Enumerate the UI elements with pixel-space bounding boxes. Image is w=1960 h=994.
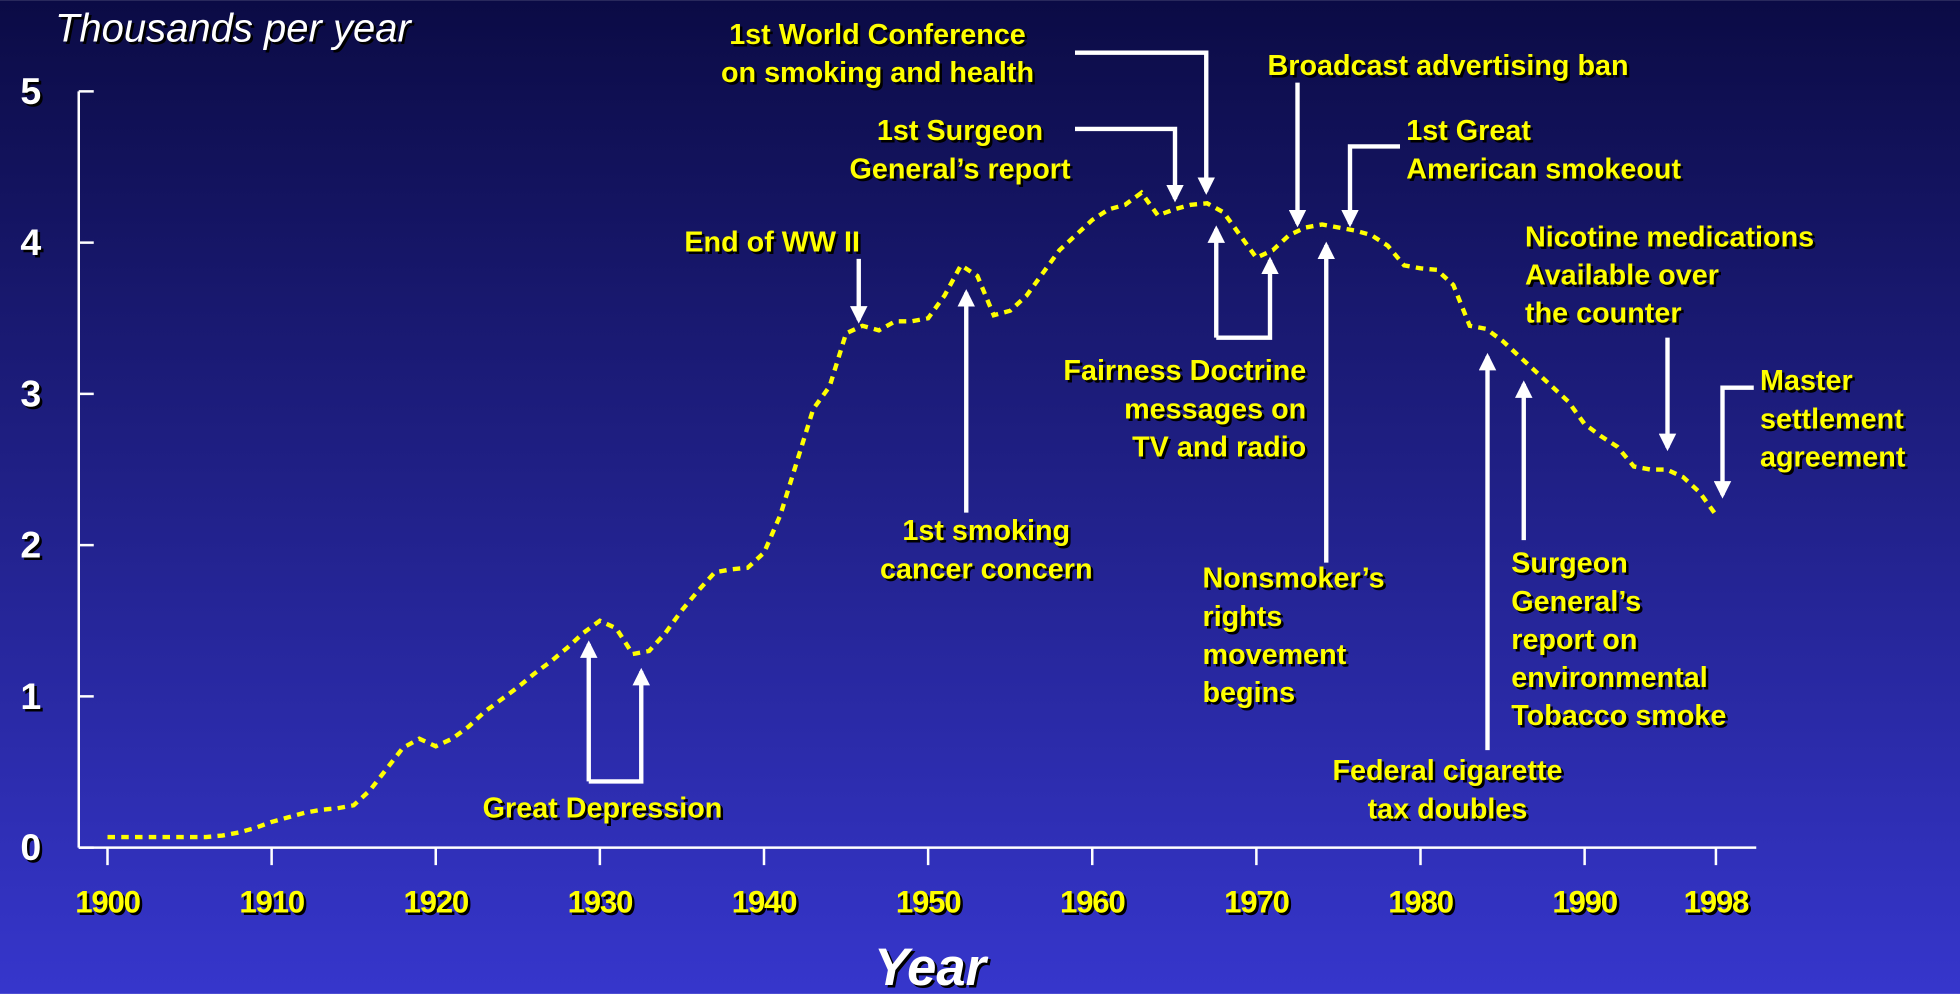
annotation-text: Surgeon: [1511, 548, 1628, 580]
y-axis-title: Thousands per year: [55, 6, 412, 50]
y-tick-label: 5: [20, 70, 41, 112]
x-tick-label: 1900: [75, 885, 140, 920]
x-tick-label: 1998: [1684, 885, 1749, 920]
annotation-text: Master: [1760, 365, 1853, 397]
x-tick-label: 1910: [239, 885, 304, 920]
y-tick-label: 3: [20, 372, 41, 414]
annotation-text: begins: [1203, 677, 1296, 709]
y-tick-label: 4: [20, 221, 41, 263]
data-line: [107, 189, 1718, 840]
annotation-text: agreement: [1760, 441, 1906, 473]
x-tick-label: 1950: [896, 885, 961, 920]
x-tick-label: 1990: [1552, 885, 1617, 920]
annotation-text: movement: [1203, 639, 1347, 671]
x-tick-label: 1980: [1388, 885, 1453, 920]
annotation-text: Available over: [1525, 260, 1719, 292]
x-tick-label: 1920: [403, 885, 468, 920]
annotation-arrow: [1216, 256, 1279, 340]
annotation-text: Fairness Doctrine: [1063, 355, 1306, 387]
x-tick-label: 1960: [1060, 885, 1125, 920]
annotation-text: report on: [1511, 624, 1637, 656]
annotation-text: cancer concern: [880, 553, 1093, 585]
annotation-text: rights: [1203, 601, 1283, 633]
y-tick-label: 0: [20, 826, 41, 868]
annotation-text: TV and radio: [1132, 431, 1306, 463]
annotation-text: Broadcast advertising ban: [1268, 50, 1629, 82]
y-tick-label: 2: [20, 524, 41, 566]
annotation-arrow: [588, 667, 650, 784]
annotation-text: Great Depression: [483, 793, 723, 825]
annotation-arrow: [1075, 50, 1215, 195]
x-tick-label: 1970: [1224, 885, 1289, 920]
annotation-text: messages on: [1124, 393, 1306, 425]
annotation-text: Tobacco smoke: [1511, 700, 1726, 732]
annotation-text: General’s: [1511, 586, 1641, 618]
annotation-text: 1st Great: [1406, 115, 1531, 147]
annotation-text: 1st Surgeon: [877, 115, 1043, 147]
annotation-text: 1st smoking: [902, 515, 1070, 547]
annotation-arrow: [1341, 144, 1400, 228]
annotation-text: Nicotine medications: [1525, 221, 1814, 253]
annotation-text: Nonsmoker’s: [1203, 563, 1385, 595]
annotation-text: American smokeout: [1406, 153, 1681, 185]
annotation-text: General’s report: [849, 153, 1070, 185]
annotation-text: the counter: [1525, 298, 1682, 330]
annotation-text: End of WW II: [684, 226, 860, 258]
annotation-text: on smoking and health: [721, 57, 1034, 89]
x-tick-label: 1940: [732, 885, 797, 920]
annotation-text: environmental: [1511, 662, 1708, 694]
annotation-arrow: [1713, 385, 1754, 499]
annotation-text: settlement: [1760, 403, 1904, 435]
y-tick-label: 1: [20, 675, 41, 717]
annotation-text: Federal cigarette: [1332, 755, 1562, 787]
annotation-text: tax doubles: [1368, 793, 1528, 825]
x-axis-title: Year: [874, 938, 988, 994]
annotation-text: 1st World Conference: [729, 19, 1026, 51]
x-tick-label: 1930: [568, 885, 633, 920]
annotation-arrow: [1075, 126, 1184, 203]
